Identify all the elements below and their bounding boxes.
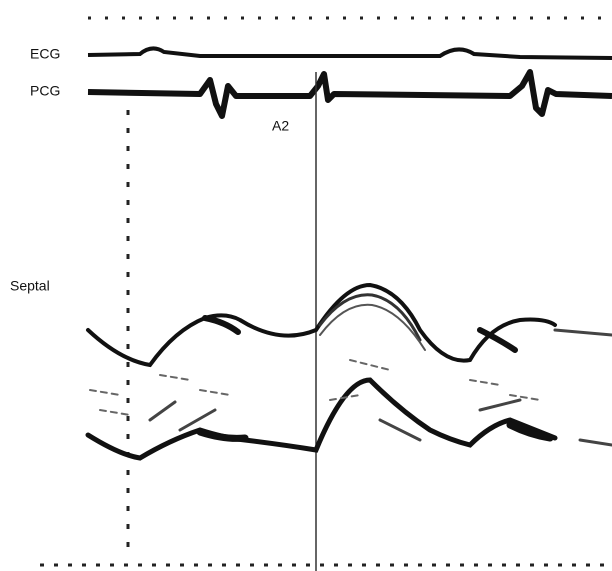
ecg-label: ECG	[30, 46, 60, 62]
septal-label: Septal	[10, 278, 50, 294]
ecg-trace	[87, 46, 612, 60]
a2-label: A2	[272, 118, 289, 134]
echo-bands	[85, 282, 612, 461]
pcg-trace	[87, 69, 612, 119]
pcg-label: PCG	[30, 83, 60, 99]
